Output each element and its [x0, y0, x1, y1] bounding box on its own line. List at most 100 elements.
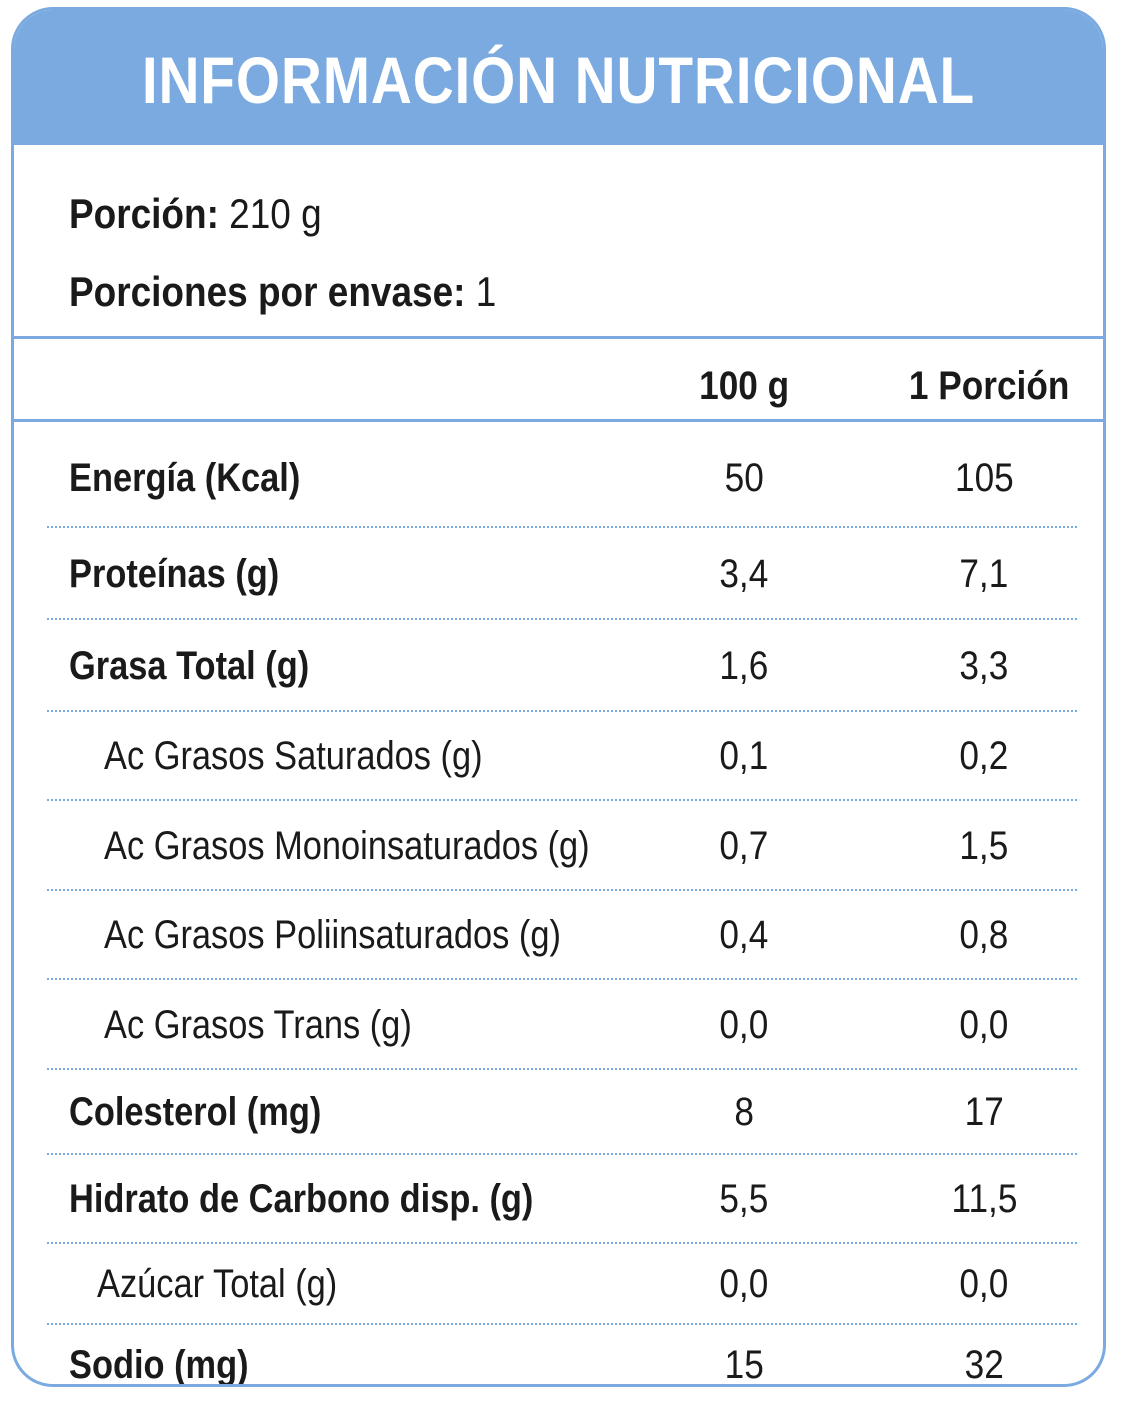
nutrient-label: Sodio (mg): [69, 1325, 278, 1387]
servings-per-pack-label: Porciones por envase:: [69, 268, 466, 315]
value-per-100g-text: 0,0: [719, 1262, 769, 1306]
serving-info: Porción: 210 g Porciones por envase: 1: [69, 175, 555, 331]
value-per-100g: 15: [674, 1325, 814, 1387]
row-divider: [47, 1068, 1077, 1070]
serving-size: Porción: 210 g: [69, 175, 496, 253]
table-row: Grasa Total (g) 1,6 3,3: [14, 620, 1103, 712]
table-row: Ac Grasos Trans (g) 0,0 0,0: [14, 980, 1103, 1070]
value-per-100g-text: 5,5: [719, 1177, 769, 1221]
header-bar: INFORMACIÓN NUTRICIONAL: [14, 10, 1103, 145]
column-header-100g-label: 100 g: [698, 364, 790, 408]
value-per-100g: 0,0: [674, 1244, 814, 1325]
servings-per-pack-value: 1: [475, 268, 497, 315]
nutrient-label: Ac Grasos Poliinsaturados (g): [104, 891, 635, 980]
row-divider: [47, 1323, 1077, 1325]
value-per-portion-text: 105: [954, 455, 1014, 500]
value-per-portion-text: 0,2: [959, 734, 1009, 778]
divider-serving: [14, 336, 1103, 339]
value-per-portion: 17: [914, 1070, 1054, 1155]
value-per-100g: 0,4: [674, 891, 814, 980]
nutrient-label-text: Energía (Kcal): [69, 455, 301, 500]
serving-size-value: 210 g: [229, 190, 322, 237]
value-per-100g: 5,5: [674, 1155, 814, 1244]
value-per-100g: 0,7: [674, 801, 814, 891]
value-per-portion-text: 11,5: [951, 1177, 1017, 1221]
column-header-100g: 100 g: [674, 353, 814, 419]
nutrient-label-text: Ac Grasos Poliinsaturados (g): [104, 913, 561, 957]
value-per-100g: 0,0: [674, 980, 814, 1070]
column-header-portion: 1 Porción: [894, 353, 1084, 419]
value-per-portion: 0,8: [914, 891, 1054, 980]
value-per-100g: 8: [674, 1070, 814, 1155]
nutrient-label-text: Colesterol (mg): [69, 1090, 322, 1134]
serving-size-label: Porción:: [69, 190, 219, 237]
value-per-portion: 0,0: [914, 1244, 1054, 1325]
nutrient-label: Proteínas (g): [69, 528, 313, 620]
nutrient-label-text: Ac Grasos Monoinsaturados (g): [104, 823, 590, 868]
nutrient-label: Grasa Total (g): [69, 620, 348, 712]
row-divider: [47, 618, 1077, 620]
row-divider: [47, 1153, 1077, 1155]
value-per-100g: 0,1: [674, 712, 814, 801]
nutrient-label-text: Hidrato de Carbono disp. (g): [69, 1177, 534, 1221]
value-per-portion: 0,2: [914, 712, 1054, 801]
nutrient-label: Ac Grasos Monoinsaturados (g): [104, 801, 669, 891]
value-per-portion-text: 3,3: [959, 643, 1009, 688]
value-per-100g-text: 3,4: [719, 551, 769, 596]
value-per-portion-text: 17: [964, 1090, 1004, 1134]
row-divider: [47, 1242, 1077, 1244]
table-row: Hidrato de Carbono disp. (g) 5,5 11,5: [14, 1155, 1103, 1244]
table-row: Ac Grasos Monoinsaturados (g) 0,7 1,5: [14, 801, 1103, 891]
column-header-portion-label: 1 Porción: [908, 364, 1070, 408]
value-per-100g-text: 0,4: [719, 913, 769, 957]
table-row: Azúcar Total (g) 0,0 0,0: [14, 1244, 1103, 1325]
row-divider: [47, 526, 1077, 528]
value-per-100g: 1,6: [674, 620, 814, 712]
value-per-portion-text: 0,0: [959, 1262, 1009, 1306]
nutrient-label: Ac Grasos Trans (g): [104, 980, 462, 1070]
row-divider: [47, 978, 1077, 980]
value-per-100g-text: 8: [734, 1090, 754, 1134]
value-per-portion-text: 7,1: [959, 551, 1009, 596]
value-per-100g-text: 50: [724, 455, 764, 500]
value-per-portion: 7,1: [914, 528, 1054, 620]
page-title: INFORMACIÓN NUTRICIONAL: [141, 42, 976, 117]
value-per-portion: 3,3: [914, 620, 1054, 712]
nutrient-label: Ac Grasos Saturados (g): [104, 712, 544, 801]
value-per-portion-text: 0,0: [959, 1002, 1009, 1047]
nutrient-table: Energía (Kcal) 50 105 Proteínas (g) 3,4 7,1 Gr…: [14, 428, 1103, 1387]
value-per-100g: 3,4: [674, 528, 814, 620]
value-per-100g-text: 0,7: [719, 823, 769, 868]
value-per-portion-text: 0,8: [959, 913, 1009, 957]
value-per-portion: 11,5: [914, 1155, 1054, 1244]
row-divider: [47, 799, 1077, 801]
table-row: Energía (Kcal) 50 105: [14, 428, 1103, 528]
nutrient-label-text: Azúcar Total (g): [97, 1262, 338, 1306]
value-per-portion: 32: [914, 1325, 1054, 1387]
value-per-100g-text: 0,0: [719, 1002, 769, 1047]
nutrient-label-text: Grasa Total (g): [69, 643, 310, 688]
value-per-portion: 105: [914, 428, 1054, 528]
nutrient-label-text: Ac Grasos Trans (g): [104, 1002, 412, 1047]
value-per-portion: 0,0: [914, 980, 1054, 1070]
value-per-100g-text: 15: [724, 1342, 764, 1387]
nutrient-label-text: Proteínas (g): [69, 551, 280, 596]
value-per-100g-text: 1,6: [719, 643, 769, 688]
row-divider: [47, 889, 1077, 891]
table-row: Sodio (mg) 15 32: [14, 1325, 1103, 1387]
table-row: Colesterol (mg) 8 17: [14, 1070, 1103, 1155]
row-divider: [47, 710, 1077, 712]
nutrient-label-text: Ac Grasos Saturados (g): [104, 734, 483, 778]
table-row: Ac Grasos Saturados (g) 0,1 0,2: [14, 712, 1103, 801]
value-per-portion: 1,5: [914, 801, 1054, 891]
servings-per-pack: Porciones por envase: 1: [69, 253, 496, 331]
value-per-portion-text: 32: [964, 1342, 1004, 1387]
value-per-100g: 50: [674, 428, 814, 528]
nutrient-label: Energía (Kcal): [69, 428, 338, 528]
divider-columns: [14, 419, 1103, 422]
nutrition-facts-panel: INFORMACIÓN NUTRICIONAL Porción: 210 g P…: [11, 7, 1106, 1387]
nutrient-label: Hidrato de Carbono disp. (g): [69, 1155, 609, 1244]
table-row: Proteínas (g) 3,4 7,1: [14, 528, 1103, 620]
nutrient-label-text: Sodio (mg): [69, 1342, 249, 1387]
nutrient-label: Azúcar Total (g): [97, 1244, 376, 1325]
